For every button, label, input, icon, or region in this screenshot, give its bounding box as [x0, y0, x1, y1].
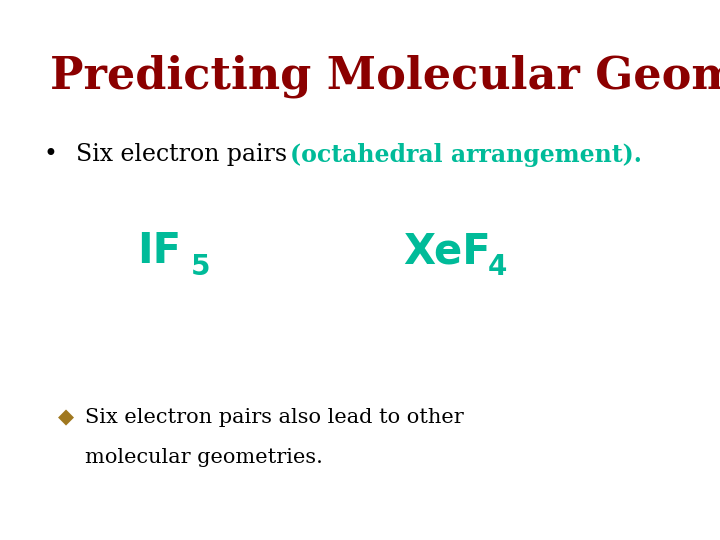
- Text: (octahedral arrangement).: (octahedral arrangement).: [290, 143, 642, 167]
- Text: Six electron pairs: Six electron pairs: [76, 143, 294, 166]
- Text: ◆: ◆: [58, 408, 73, 428]
- Text: molecular geometries.: molecular geometries.: [85, 448, 323, 467]
- Text: Six electron pairs also lead to other: Six electron pairs also lead to other: [85, 408, 464, 427]
- Text: 5: 5: [191, 253, 210, 281]
- Text: XeF: XeF: [403, 230, 491, 272]
- Text: 4: 4: [488, 253, 508, 281]
- Text: Predicting Molecular Geometry: Predicting Molecular Geometry: [50, 54, 720, 98]
- Text: IF: IF: [137, 230, 181, 272]
- Text: •: •: [43, 143, 57, 166]
